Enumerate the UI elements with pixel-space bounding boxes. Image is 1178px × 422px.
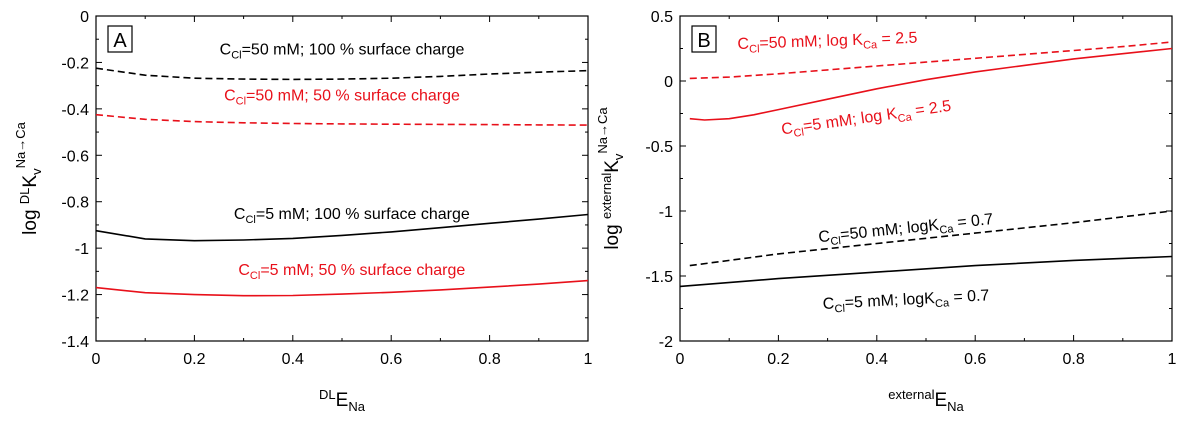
x-tick-label: 0 [92,351,101,368]
series-line-2 [95,113,589,126]
y-tick-label: -1 [659,204,673,221]
series-annotation-2: CCl=50 mM; 50 % surface charge [224,88,460,108]
series-line-1 [95,67,589,81]
x-tick-label: 0.6 [380,351,402,368]
x-tick-label: 0 [676,351,685,368]
series-annotation-1: CCl=50 mM; log KCa = 2.5 [737,30,918,56]
x-tick-label: 0.8 [478,351,500,368]
series-line-1 [689,41,1173,80]
series-line-2 [689,47,1173,121]
y-tick-label: -2 [659,334,673,351]
y-tick-label: 0 [664,74,673,91]
y-tick-label: -0.2 [61,55,89,72]
y-tick-label: -1.5 [645,269,673,286]
y-axis-label: log externalKvNa→Ca [595,107,626,250]
x-tick-label: 0.8 [1062,351,1084,368]
x-tick-label: 1 [584,351,593,368]
panel-label-box [107,25,133,53]
y-tick-label: -0.8 [61,195,89,212]
x-axis-label: DLENa [319,387,366,414]
series-line-3 [689,210,1173,267]
x-tick-label: 0.2 [183,351,205,368]
chart-panel-a: 0 0.2 0.4 0.6 0.8 1 -1.4 -1.2 -1 -0.8 -0.6 -0.4 -0.2… [13,9,593,414]
series-line-4 [95,279,589,297]
chart-panel-b: 0 0.2 0.4 0.6 0.8 1 -2 -1.5 -1 -0.5 0 0.5 CCl=50 mM;… [595,9,1177,414]
y-tick-label: -0.5 [645,139,673,156]
series-annotation-3: CCl=50 mM; logKCa = 0.7 [818,211,995,249]
x-tick-label: 1 [1168,351,1177,368]
x-tick-label: 0.4 [282,351,304,368]
y-tick-label: -0.6 [61,148,89,165]
y-axis-label: log DLKvNa→Ca [13,121,44,234]
series-annotation-4: CCl=5 mM; 50 % surface charge [238,262,465,282]
y-tick-label: -1.4 [61,334,89,351]
series-line-3 [95,213,589,242]
series-annotation-3: CCl=5 mM; 100 % surface charge [234,206,470,226]
y-tick-label: -0.4 [61,102,89,119]
series-line-4 [679,255,1173,288]
y-tick-label: 0 [80,9,89,26]
panel-label: B [697,30,710,52]
panel-label: A [113,30,127,52]
x-tick-label: 0.6 [964,351,986,368]
x-tick-label: 0.4 [866,351,888,368]
panel-label-box [691,25,717,53]
y-tick-label: 0.5 [651,9,673,26]
series-annotation-1: CCl=50 mM; 100 % surface charge [220,41,465,61]
series-annotation-4: CCl=5 mM; logKCa = 0.7 [822,287,990,316]
y-tick-label: -1.2 [61,288,89,305]
y-tick-label: -1 [75,241,89,258]
plot-frame [95,15,589,342]
x-axis-label: externalENa [888,387,964,414]
x-tick-label: 0.2 [767,351,789,368]
